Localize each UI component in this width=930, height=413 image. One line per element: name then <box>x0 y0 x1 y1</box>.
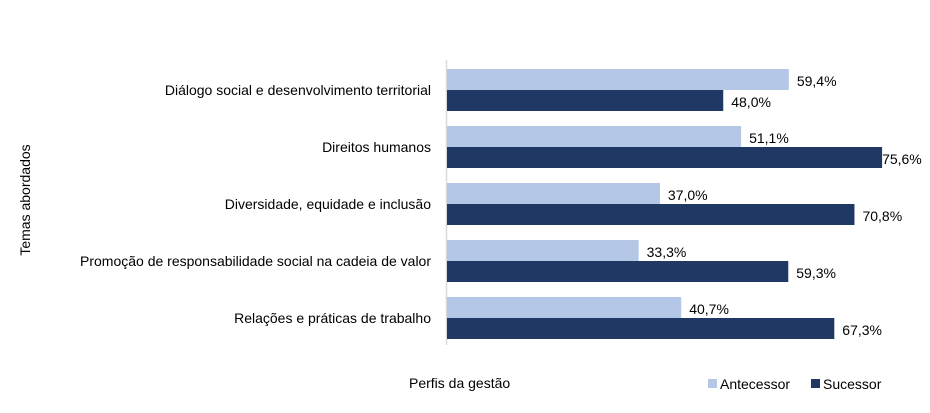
data-label: 48,0% <box>731 94 771 110</box>
category-label: Direitos humanos <box>322 139 431 155</box>
bar-antecessor <box>447 183 660 204</box>
bar-sucessor <box>447 90 724 111</box>
data-label: 59,3% <box>796 265 836 281</box>
bar-sucessor <box>447 147 883 168</box>
data-label: 33,3% <box>647 244 687 260</box>
data-label: 67,3% <box>842 322 882 338</box>
bar-antecessor <box>447 126 742 147</box>
data-label: 70,8% <box>862 208 902 224</box>
legend-swatch-sucessor <box>811 379 820 388</box>
bar-antecessor <box>447 69 789 90</box>
bar-sucessor <box>447 318 835 339</box>
legend-swatch-antecessor <box>708 379 717 388</box>
category-label: Promoção de responsabilidade social na c… <box>80 253 431 269</box>
bar-sucessor <box>447 204 855 225</box>
y-axis-title: Temas abordados <box>17 144 33 255</box>
category-label: Diversidade, equidade e inclusão <box>225 196 431 212</box>
data-label: 40,7% <box>689 301 729 317</box>
bar-antecessor <box>447 240 639 261</box>
legend-label: Sucessor <box>823 376 882 392</box>
data-label: 37,0% <box>668 187 708 203</box>
legend: Antecessor Sucessor <box>708 376 882 392</box>
data-label: 75,6% <box>882 151 922 167</box>
category-label: Diálogo social e desenvolvimento territo… <box>165 82 431 98</box>
bar-antecessor <box>447 297 682 318</box>
legend-label: Antecessor <box>720 376 790 392</box>
data-label: 59,4% <box>797 73 837 89</box>
data-label: 51,1% <box>749 130 789 146</box>
category-label: Relações e práticas de trabalho <box>234 310 431 326</box>
bar-sucessor <box>447 261 789 282</box>
x-axis-title: Perfis da gestão <box>409 375 510 391</box>
